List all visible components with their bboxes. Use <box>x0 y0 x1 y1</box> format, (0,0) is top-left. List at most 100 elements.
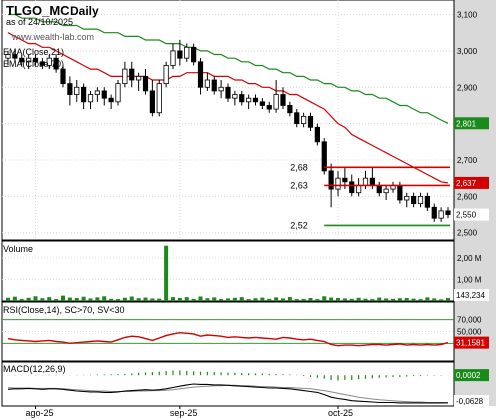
volume-bar <box>349 298 354 301</box>
volume-bar <box>191 298 196 301</box>
volume-bar <box>19 299 24 301</box>
volume-bar <box>287 296 292 301</box>
candle-body <box>60 68 66 85</box>
rsi-tick-label: 50,000 <box>457 328 482 337</box>
volume-bar <box>122 297 127 301</box>
candle-body <box>19 57 25 63</box>
candle-body <box>74 86 80 95</box>
candle-body <box>156 83 162 114</box>
volume-bar <box>239 297 244 301</box>
price-pane-frame <box>1 0 455 241</box>
volume-bar <box>315 299 320 301</box>
ema21-last-tag <box>454 176 489 189</box>
volume-tick-label: 2,00 M <box>457 254 482 263</box>
price-last-label: 2,550 <box>456 211 477 220</box>
candle-body <box>108 97 114 103</box>
volume-bar <box>267 298 272 301</box>
candle-body <box>356 185 362 194</box>
volume-bar <box>88 298 93 301</box>
candle-body <box>101 90 107 99</box>
candle-body <box>149 90 155 114</box>
volume-bar <box>411 298 416 301</box>
ema70-last-label: 2,801 <box>456 119 477 128</box>
candle-body <box>417 195 424 205</box>
candle-body <box>136 75 142 81</box>
candle-body <box>67 83 73 95</box>
volume-bar <box>418 299 423 301</box>
volume-bar <box>184 297 189 301</box>
volume-last-tag <box>454 289 489 301</box>
volume-bar <box>246 299 251 301</box>
level-label: 2,52 <box>290 220 308 230</box>
volume-bar <box>157 298 162 301</box>
price-tick-label: 3,100 <box>457 11 478 20</box>
candle-body <box>404 195 410 201</box>
ema70-legend: EMA(Close,70) <box>3 59 64 69</box>
volume-bar <box>150 298 155 301</box>
candle-body <box>184 46 190 59</box>
candle-body <box>115 83 121 103</box>
volume-bar <box>136 298 141 301</box>
volume-bar <box>164 245 169 301</box>
volume-bar <box>54 299 59 301</box>
candle-body <box>328 170 334 190</box>
level-label: 2,68 <box>290 162 308 172</box>
candle-body <box>204 79 210 88</box>
candle-body <box>122 68 128 85</box>
x-axis-label: sep-25 <box>170 408 198 418</box>
ema21-last-label: 2,637 <box>456 179 477 188</box>
price-tick-label: 2,900 <box>457 83 478 92</box>
candle-body <box>314 126 320 143</box>
volume-bar <box>171 297 175 301</box>
volume-bar <box>260 297 265 301</box>
candle-body <box>94 90 100 95</box>
candle-body <box>46 57 52 66</box>
candle-body <box>191 46 197 63</box>
volume-bar <box>143 297 148 301</box>
volume-bar <box>81 296 86 301</box>
candle-body <box>431 206 437 219</box>
volume-bar <box>6 297 10 301</box>
volume-bar <box>397 298 402 301</box>
volume-bar <box>129 296 134 301</box>
ema70-line <box>8 13 449 124</box>
volume-last-label: 143,234 <box>456 291 485 300</box>
volume-bar <box>67 297 72 301</box>
volume-bar <box>74 298 79 301</box>
candle-body <box>170 50 176 66</box>
volume-bar <box>356 297 361 301</box>
price-tick-label: 2,500 <box>457 229 478 238</box>
x-axis-label: ago-25 <box>26 408 54 418</box>
volume-tick-label: 1,00 M <box>457 276 482 285</box>
volume-bar <box>226 298 230 301</box>
price-pane: 3,1003,0002,9002,8002,7002,6002,5002,682… <box>1 0 489 258</box>
candle-body <box>369 177 375 186</box>
volume-bar <box>219 299 224 301</box>
volume-bar <box>102 296 107 301</box>
level-label: 2,63 <box>290 180 308 190</box>
candle-body <box>177 50 183 59</box>
candle-body <box>12 54 18 59</box>
candle-body <box>383 188 389 194</box>
candle-body <box>163 65 169 85</box>
price-tick-label: 2,700 <box>457 156 478 165</box>
volume-bar <box>294 299 299 301</box>
volume-bar <box>26 297 31 301</box>
candle-body <box>397 185 403 201</box>
volume-bar <box>432 298 437 301</box>
ema70-last-tag <box>454 117 489 130</box>
macd-pane-frame <box>1 361 455 407</box>
candle-body <box>301 115 307 125</box>
rsi-title: RSI(Close,14), SC>70, SV<30 <box>3 305 125 315</box>
volume-bar <box>377 297 382 301</box>
candle-body <box>211 79 217 92</box>
candle-body <box>362 177 369 186</box>
chart-period: Daily <box>70 4 99 18</box>
candle-body <box>259 101 265 106</box>
candle-body <box>32 57 39 63</box>
volume-bar <box>342 298 347 301</box>
volume-bar <box>177 298 182 301</box>
candle-body <box>239 94 245 103</box>
candle-body <box>294 112 300 125</box>
